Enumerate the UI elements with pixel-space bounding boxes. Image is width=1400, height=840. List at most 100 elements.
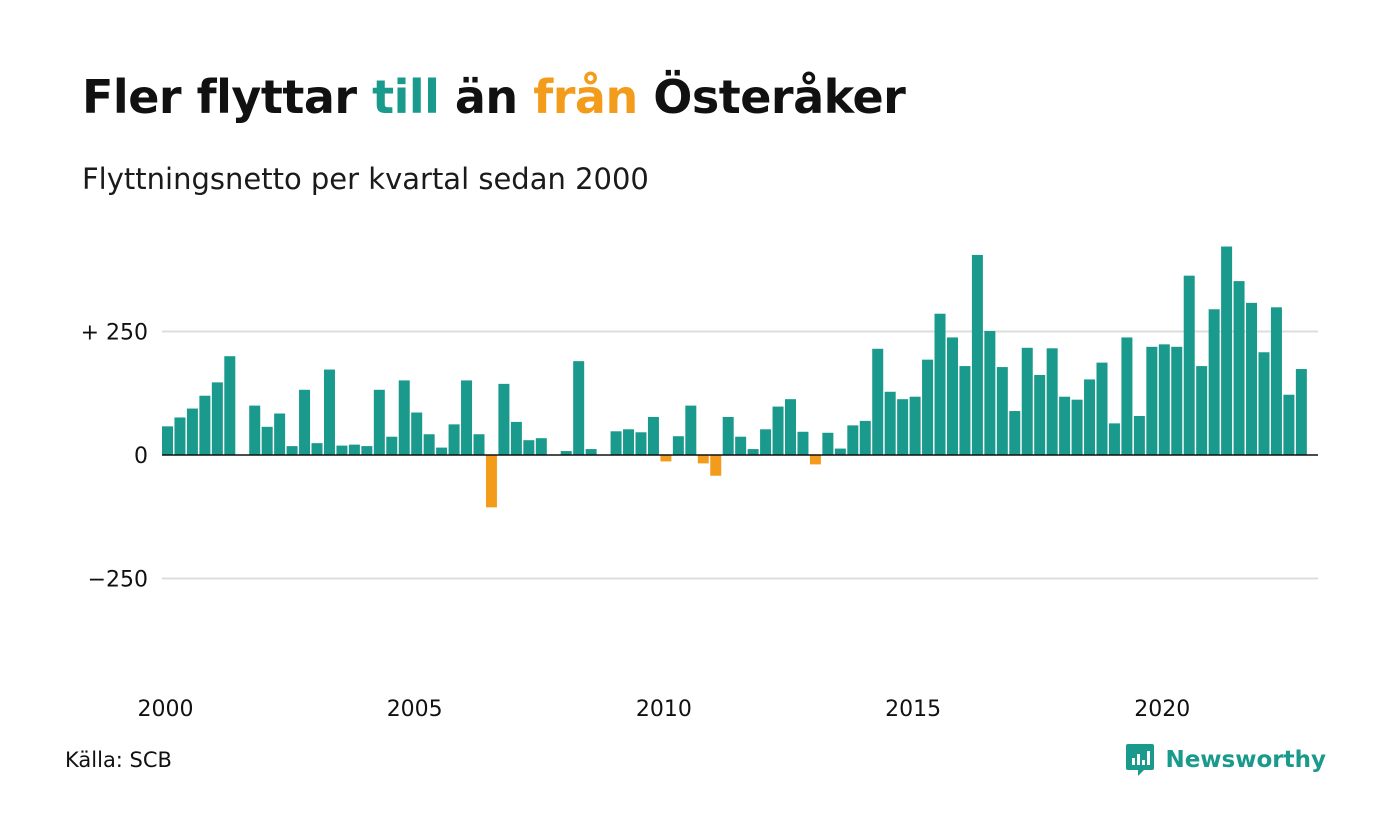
bar-30 xyxy=(535,438,547,455)
newsworthy-icon xyxy=(1126,744,1155,776)
bar-50 xyxy=(785,399,796,455)
bar-70 xyxy=(1034,374,1046,455)
bar-66 xyxy=(984,331,996,455)
bar-17 xyxy=(373,389,385,455)
bar-15 xyxy=(348,444,360,455)
bar-83 xyxy=(1196,366,1208,455)
bar-42 xyxy=(685,405,697,455)
newsworthy-logo[interactable]: Newsworthy xyxy=(1125,742,1326,778)
bar-86 xyxy=(1233,281,1245,455)
title-highlight-till: till xyxy=(372,70,440,124)
title-part-3: än xyxy=(439,70,534,124)
bar-76 xyxy=(1108,423,1120,455)
bar-16 xyxy=(361,446,373,455)
bar-81 xyxy=(1171,346,1183,455)
bar-4 xyxy=(211,382,223,455)
bar-67 xyxy=(996,367,1008,455)
bar-63 xyxy=(946,337,958,455)
bar-3 xyxy=(199,395,211,455)
bar-8 xyxy=(261,426,273,455)
chart-title: Fler flyttar till än från Österåker xyxy=(82,70,906,124)
y-tick-label: + 250 xyxy=(81,321,148,346)
y-tick-label: −250 xyxy=(88,568,148,593)
brand-name: Newsworthy xyxy=(1165,747,1326,773)
bar-26 xyxy=(485,455,497,508)
bar-41 xyxy=(672,436,684,455)
x-tick-label: 2020 xyxy=(1134,697,1190,722)
bar-75 xyxy=(1096,362,1108,455)
gridlines xyxy=(162,330,1318,580)
bar-57 xyxy=(872,348,884,455)
bar-22 xyxy=(436,447,448,455)
bar-61 xyxy=(922,359,934,455)
tick-labels: + 250 0 −250 2000 2005 2010 2015 2020 xyxy=(81,321,1191,723)
bar-88 xyxy=(1258,352,1270,455)
bar-64 xyxy=(959,366,971,455)
bar-71 xyxy=(1046,348,1058,455)
bar-72 xyxy=(1059,396,1071,455)
bar-65 xyxy=(971,254,983,455)
bar-32 xyxy=(560,451,572,455)
bar-34 xyxy=(585,449,597,455)
title-part-5: Österåker xyxy=(637,70,906,124)
bar-89 xyxy=(1270,307,1282,455)
bar-45 xyxy=(722,416,734,455)
bar-77 xyxy=(1121,337,1133,455)
bar-39 xyxy=(647,416,659,455)
chart-subtitle: Flyttningsnetto per kvartal sedan 2000 xyxy=(82,162,649,196)
bar-40 xyxy=(660,455,672,462)
title-part-1: Fler flyttar xyxy=(82,70,373,124)
bar-58 xyxy=(884,391,896,455)
bar-33 xyxy=(573,361,585,455)
bar-49 xyxy=(772,406,784,455)
bar-73 xyxy=(1071,399,1083,455)
bar-54 xyxy=(834,448,846,455)
bar-13 xyxy=(323,369,335,455)
bar-11 xyxy=(299,389,311,455)
bar-9 xyxy=(274,413,286,455)
bar-74 xyxy=(1084,379,1096,455)
bar-25 xyxy=(473,434,485,455)
bar-55 xyxy=(847,425,859,455)
bar-28 xyxy=(510,421,522,455)
bar-1 xyxy=(174,417,186,455)
bar-5 xyxy=(224,356,236,455)
bar-43 xyxy=(697,455,709,464)
bar-78 xyxy=(1133,415,1145,455)
bar-79 xyxy=(1146,346,1158,455)
bar-80 xyxy=(1158,344,1170,455)
bars xyxy=(162,246,1307,508)
bar-51 xyxy=(797,431,809,455)
bar-85 xyxy=(1221,246,1233,455)
bar-52 xyxy=(809,455,821,465)
bar-84 xyxy=(1208,309,1220,455)
bar-27 xyxy=(498,383,510,455)
bar-12 xyxy=(311,443,323,455)
bar-68 xyxy=(1009,411,1021,455)
bar-82 xyxy=(1183,275,1195,455)
x-tick-label: 2010 xyxy=(636,697,692,722)
title-highlight-fran: från xyxy=(533,70,638,124)
bar-7 xyxy=(249,405,261,455)
bar-46 xyxy=(735,436,747,455)
y-tick-label: 0 xyxy=(134,444,148,469)
bar-21 xyxy=(423,434,435,455)
x-tick-label: 2000 xyxy=(138,697,194,722)
bar-2 xyxy=(186,408,198,455)
bar-10 xyxy=(286,446,298,455)
bar-20 xyxy=(411,412,423,455)
bar-24 xyxy=(461,380,473,455)
bar-14 xyxy=(336,445,348,455)
bar-56 xyxy=(859,420,871,455)
bar-59 xyxy=(897,399,909,455)
bar-47 xyxy=(747,449,759,455)
bar-69 xyxy=(1021,347,1033,455)
bar-48 xyxy=(760,429,772,455)
bar-91 xyxy=(1295,369,1307,455)
bar-44 xyxy=(710,455,722,476)
bar-90 xyxy=(1283,394,1295,455)
bar-29 xyxy=(523,440,535,455)
bar-18 xyxy=(386,436,398,455)
